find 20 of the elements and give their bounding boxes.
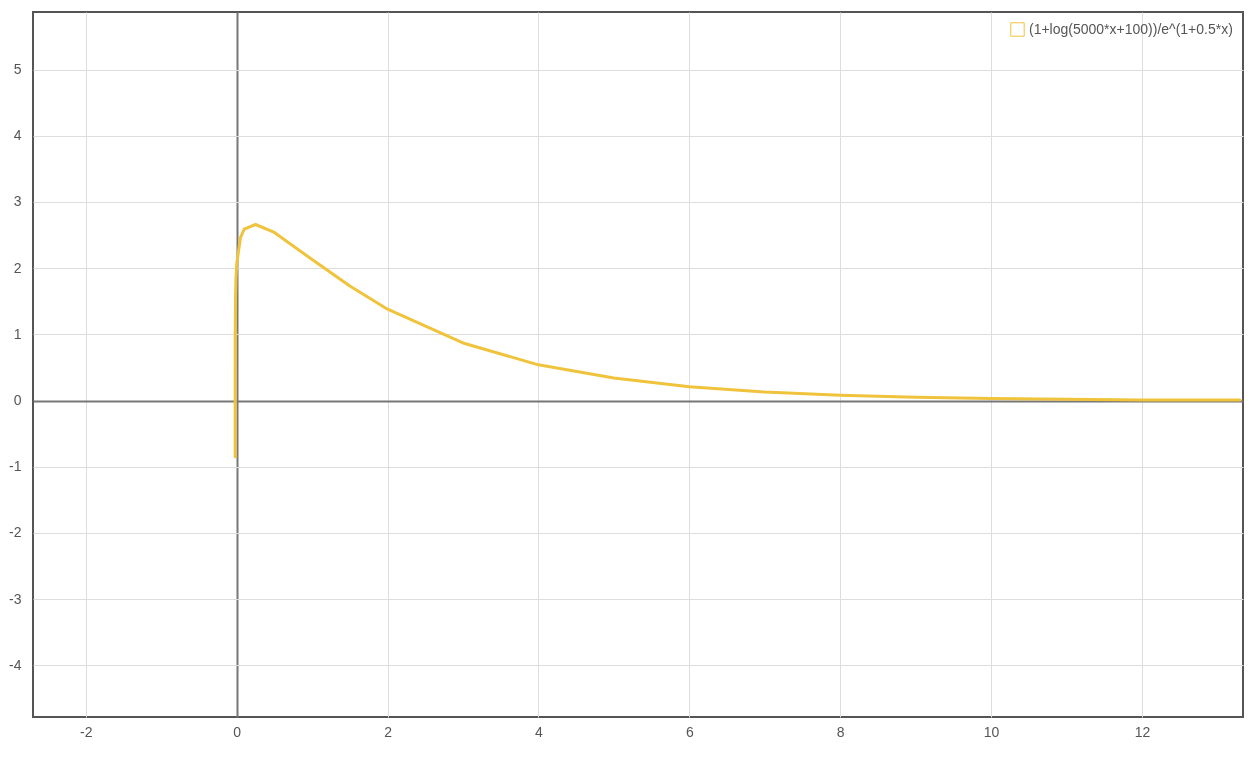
x-tick-label: 0 [233,723,242,740]
y-tick-label: 3 [13,193,22,210]
x-tick-label: 8 [836,723,845,740]
x-tick-label: -2 [80,723,93,740]
x-tick-label: 2 [384,723,393,740]
legend-label: (1+log(5000*x+100))/e^(1+0.5*x) [1029,20,1233,37]
y-tick-label: -2 [9,524,22,541]
y-tick-label: 1 [13,325,22,342]
y-tick-label: -3 [9,590,22,607]
x-tick-label: 12 [1134,723,1151,740]
y-tick-label: -4 [9,656,22,673]
x-tick-label: 6 [685,723,694,740]
y-tick-label: 5 [13,61,22,78]
y-tick-label: 0 [13,392,22,409]
x-tick-label: 4 [535,723,544,740]
y-tick-label: 2 [13,259,22,276]
x-tick-label: 10 [983,723,1000,740]
line-series [233,222,1242,459]
y-tick-label: 4 [13,127,22,144]
y-tick-label: -1 [9,458,22,475]
